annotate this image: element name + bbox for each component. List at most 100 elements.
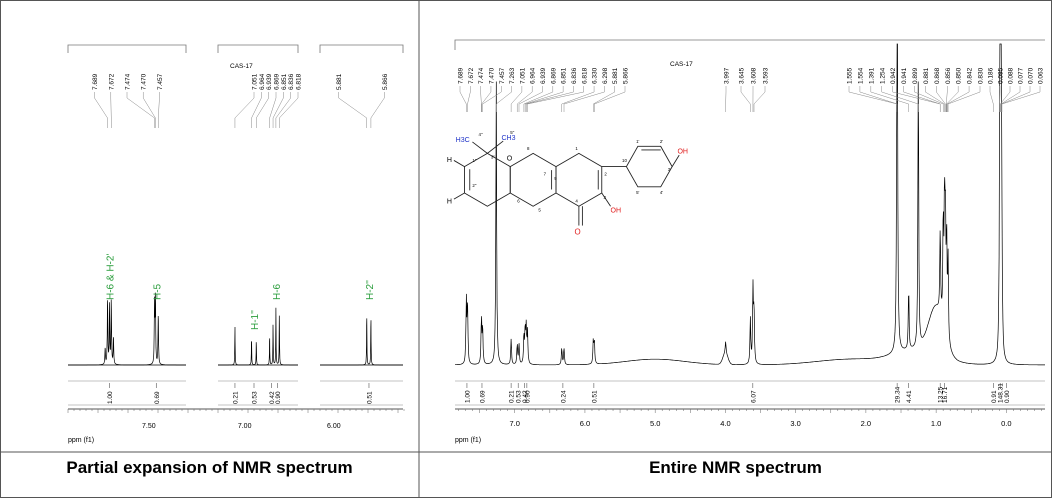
peak-label: 7.051	[252, 73, 259, 90]
peak-connector	[94, 92, 108, 128]
peak-label: 0.830	[978, 67, 985, 84]
peak-connector	[495, 86, 512, 112]
x-tick-label: 2.0	[861, 419, 871, 428]
x-tick-label: 6.0	[580, 419, 590, 428]
bond-methyl	[487, 140, 504, 154]
peak-connector	[870, 86, 909, 112]
integral-value: 0.42	[269, 391, 276, 404]
structure-label: 4'	[660, 190, 663, 195]
integral-value: 0.90	[275, 391, 282, 404]
peak-label: 6.851	[561, 67, 568, 84]
expansion-spectrum-trace	[218, 307, 298, 366]
peak-connector	[272, 92, 284, 128]
peak-connector	[157, 92, 160, 128]
expansion-spectrum-trace	[320, 318, 403, 366]
peak-label: 7.263	[509, 67, 516, 84]
peak-connector	[1001, 86, 1041, 112]
integral-value: 148.31	[998, 383, 1005, 403]
peak-connector	[525, 86, 574, 112]
integral-value: 1.00	[464, 390, 471, 403]
peak-label: 6.836	[288, 73, 295, 90]
peak-label: 0.063	[1038, 67, 1045, 84]
peak-label: 6.939	[266, 73, 273, 90]
peak-label: 7.457	[499, 67, 506, 84]
x-tick-label: 5.0	[650, 419, 660, 428]
peak-label: 0.077	[1018, 67, 1025, 84]
structure-label: 5	[538, 207, 541, 212]
peak-label: 6.869	[274, 73, 281, 90]
structure-label: OH	[611, 207, 622, 214]
peak-label: 3.997	[724, 67, 731, 84]
peak-label: 5.866	[382, 73, 389, 90]
peak-label: 6.818	[581, 67, 588, 84]
peak-connector	[467, 86, 471, 112]
peak-connector	[925, 86, 945, 112]
peak-label: 0.856	[945, 67, 952, 84]
structure-label: 5''	[510, 130, 514, 135]
structure-label: 1	[575, 146, 578, 151]
structure-label: 3''	[491, 155, 495, 160]
assignment-label: H-6	[272, 283, 283, 300]
peak-label: 7.470	[141, 73, 148, 90]
peak-label: 0.941	[901, 67, 908, 84]
structure-label: 6	[517, 199, 520, 204]
integral-value: 0.69	[479, 390, 486, 403]
peak-label: 0.842	[967, 67, 974, 84]
expansion-spectrum-trace	[68, 292, 186, 366]
peak-label: 6.939	[540, 67, 547, 84]
peak-connector	[126, 92, 155, 128]
peak-label: 0.095	[998, 67, 1005, 84]
partial-expansion-spectrum: ppm (f1) 7.689 7.672 7.474 7.470 7.457 H-6 & H…	[67, 44, 405, 444]
peak-connector	[1000, 86, 1021, 112]
peak-connector	[753, 86, 766, 112]
peak-connector	[527, 86, 584, 112]
expansion-window: 5.881 5.866 H-2'' 0.51 6.00	[319, 44, 404, 430]
assignment-label: H-1''	[250, 310, 261, 330]
structure-label: 3'	[668, 167, 671, 172]
peak-label: 6.298	[602, 67, 609, 84]
peak-connector	[1001, 86, 1031, 112]
structure-label: 1'	[636, 139, 639, 144]
integral-value: 0.51	[591, 390, 598, 403]
structure-label: 2	[604, 171, 607, 176]
peak-connector	[510, 86, 523, 112]
peak-label: 3.608	[751, 67, 758, 84]
structure-label: OH	[677, 148, 688, 155]
structure-label: 1''	[472, 158, 476, 163]
bond-methyl	[472, 141, 488, 154]
peak-connector	[989, 86, 994, 112]
structure-label: 9	[554, 176, 557, 181]
peak-label: 0.868	[934, 67, 941, 84]
peak-label: 0.088	[1008, 67, 1015, 84]
peak-label: 7.470	[488, 67, 495, 84]
structure-label: O	[507, 155, 513, 162]
integral-value: 0.53	[516, 390, 523, 403]
peak-connector	[945, 86, 948, 112]
peak-connector	[524, 86, 564, 112]
peak-label: 5.881	[336, 73, 343, 90]
peak-label: 6.851	[281, 73, 288, 90]
integral-value: 0.69	[154, 391, 161, 404]
integral-value: 0.53	[252, 391, 259, 404]
peak-connector	[914, 86, 944, 112]
x-tick-label: 6.00	[327, 423, 341, 430]
sample-label: CAS-17	[670, 61, 693, 68]
peak-connector	[947, 86, 981, 112]
bond-oh	[671, 154, 680, 167]
entire-spectrum: 7.0 6.0 5.0 4.0 3.0 2.0 1.0 0.0 ppm (f1) 7.689 7.6…	[454, 39, 1045, 444]
structure-label: 5'	[636, 190, 639, 195]
peak-connector	[234, 92, 255, 128]
peak-connector	[251, 92, 262, 128]
x-tick-label: 7.0	[509, 419, 519, 428]
integral-value: 6.07	[750, 390, 757, 403]
peak-label: 6.330	[592, 67, 599, 84]
peak-label: 7.457	[157, 73, 164, 90]
structure-label: 4''	[479, 132, 483, 137]
peak-connector	[256, 92, 269, 128]
peak-connector	[999, 86, 1011, 112]
peak-connector	[142, 92, 156, 128]
peak-label: 0.899	[912, 67, 919, 84]
peak-label: 1.391	[868, 67, 875, 84]
